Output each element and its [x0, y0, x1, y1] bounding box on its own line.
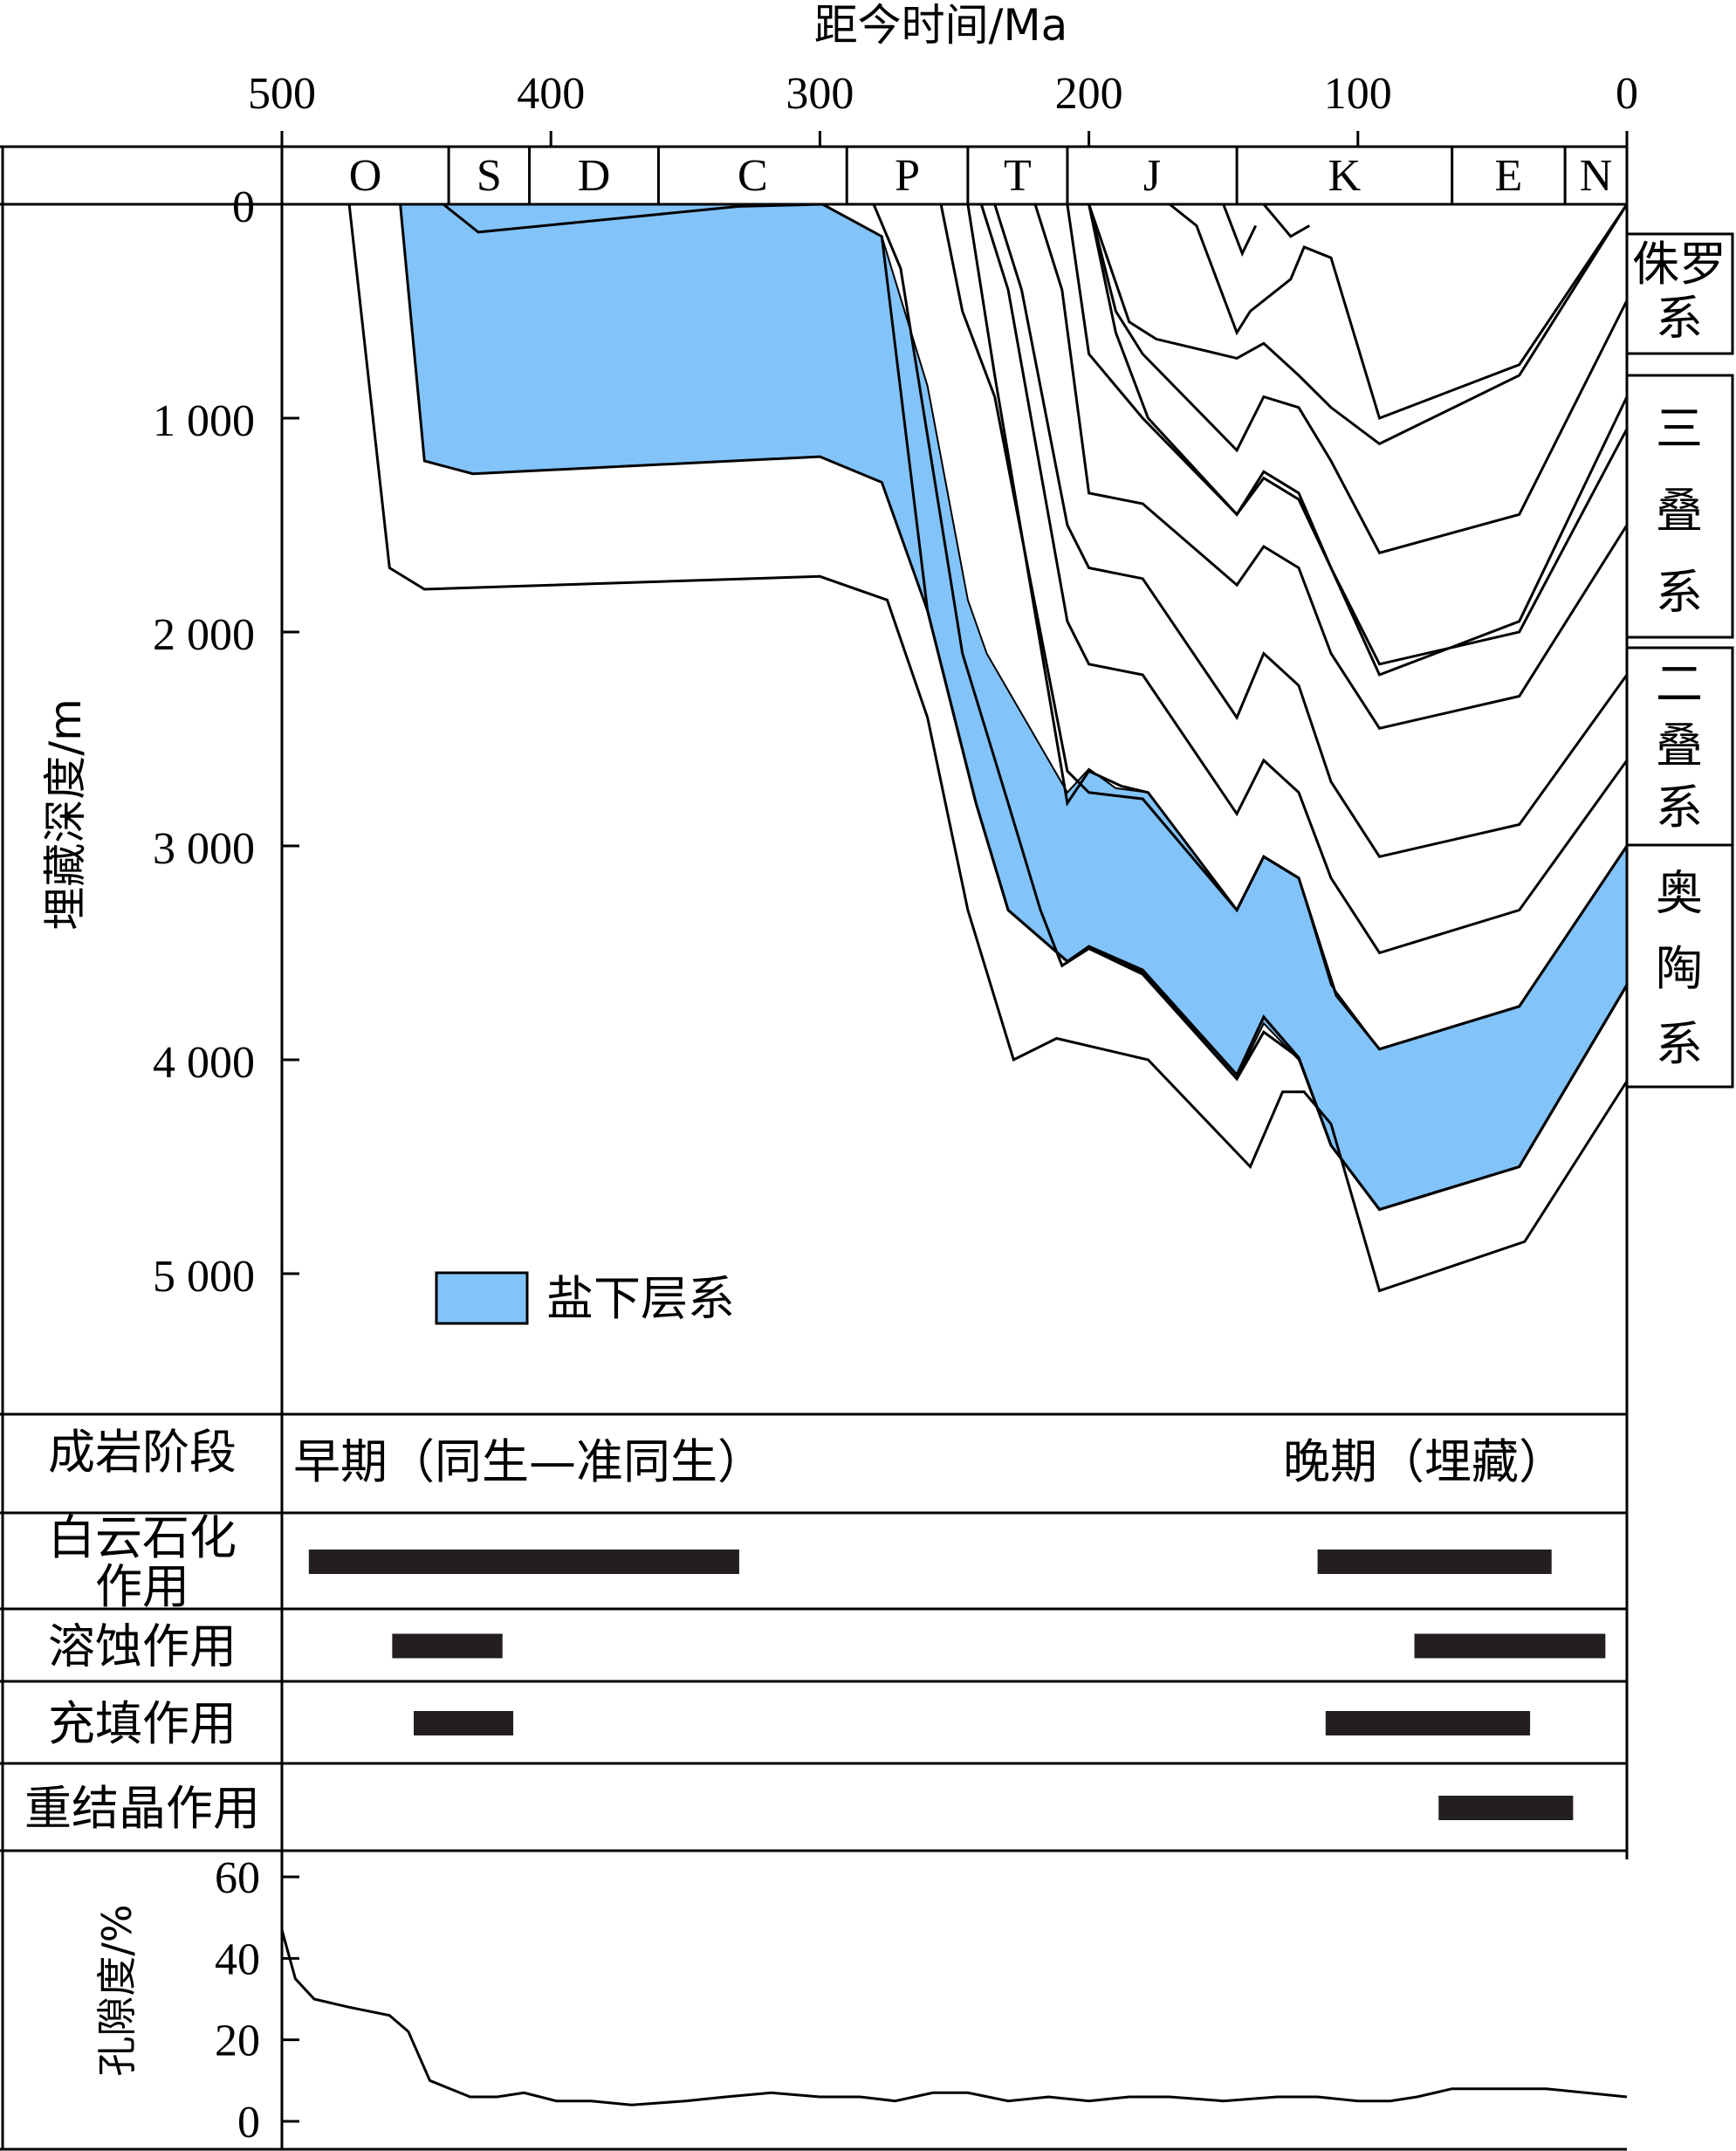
diagenesis-interval-bar	[1317, 1550, 1552, 1574]
burial-curve	[979, 203, 1629, 955]
diagenesis-process-label: 白云石化	[48, 1510, 237, 1565]
porosity-tick-label: 0	[237, 2098, 260, 2148]
depth-tick-label: 2 000	[153, 610, 255, 660]
burial-curve	[966, 203, 1629, 1051]
top-tick-label: 400	[517, 69, 585, 119]
burial-curve	[1033, 203, 1629, 730]
diagenesis-interval-bar	[1414, 1633, 1606, 1659]
depth-axis-title: 埋藏深度/m	[40, 698, 91, 931]
formation-box	[1625, 232, 1734, 355]
formation-label: 叠	[1656, 483, 1703, 538]
diagenesis-interval-bar	[414, 1711, 514, 1735]
diagenesis-header: 成岩阶段	[48, 1425, 237, 1480]
period-label: C	[738, 151, 768, 201]
burial-curve	[1088, 203, 1629, 677]
burial-curve	[347, 203, 1629, 1293]
formation-label: 侏罗	[1632, 237, 1726, 292]
formation-box	[1625, 646, 1734, 847]
formation-label: 陶	[1656, 941, 1703, 996]
top-tick-label: 200	[1055, 69, 1123, 119]
top-axis-ticks: 500 400 300 200 100 0	[248, 69, 1638, 147]
period-label: E	[1495, 151, 1523, 201]
diagenesis-interval-bar	[392, 1633, 503, 1659]
frame	[0, 134, 1629, 2151]
burial-curve	[1222, 203, 1258, 258]
period-label: K	[1328, 151, 1362, 201]
depth-tick-label: 1 000	[153, 396, 255, 446]
top-axis-title: 距今时间/Ma	[814, 0, 1068, 51]
formation-label: 叠	[1656, 718, 1703, 773]
burial-curve	[1088, 203, 1629, 555]
formation-box	[1625, 374, 1734, 639]
burial-curve	[872, 203, 1629, 1212]
porosity-tick-label: 40	[215, 1935, 260, 1984]
burial-curve	[1066, 203, 1629, 666]
burial-curve	[1169, 203, 1629, 420]
period-label: P	[895, 151, 920, 201]
porosity-axis-title: 孔隙度/%	[93, 1904, 141, 2076]
diagenesis-early-label: 早期（同生—准同生）	[293, 1434, 765, 1489]
top-tick-label: 300	[786, 69, 854, 119]
diagenesis-process-label: 作用	[95, 1559, 189, 1614]
diagenesis-interval-bar	[1438, 1796, 1574, 1820]
legend-label: 盐下层系	[546, 1271, 735, 1326]
depth-axis-ticks: 0 1 000 2 000 3 000 4 000 5 000	[153, 182, 299, 1302]
diagenesis-interval-bar	[1325, 1711, 1531, 1735]
formation-label: 系	[1656, 291, 1703, 346]
depth-tick-label: 5 000	[153, 1252, 255, 1302]
legend-swatch	[435, 1271, 529, 1325]
top-tick-label: 500	[248, 69, 316, 119]
diagenesis-late-label: 晚期（埋藏）	[1283, 1434, 1566, 1489]
formation-label: 二	[1656, 656, 1703, 711]
depth-tick-label: 3 000	[153, 824, 255, 874]
burial-curves	[347, 203, 1629, 1293]
period-label: O	[349, 151, 382, 201]
period-label: T	[1004, 151, 1032, 201]
formation-label: 系	[1656, 780, 1703, 835]
burial-plot	[347, 203, 1629, 1293]
burial-curve	[1262, 203, 1311, 238]
formation-label: 奥	[1656, 866, 1703, 921]
depth-tick-label: 0	[232, 182, 255, 232]
period-label: J	[1143, 151, 1161, 201]
top-tick-label: 0	[1616, 69, 1638, 119]
porosity-tick-label: 60	[215, 1853, 260, 1903]
formation-label: 三	[1656, 402, 1703, 457]
period-label: D	[578, 151, 611, 201]
burial-curve	[993, 203, 1629, 858]
formation-label: 系	[1656, 1017, 1703, 1072]
porosity-tick-label: 20	[215, 2017, 260, 2066]
diagenesis-process-label: 充填作用	[48, 1696, 237, 1751]
formation-label: 系	[1656, 565, 1703, 620]
diagenesis-process-label: 溶蚀作用	[48, 1619, 237, 1674]
porosity-panel: 0 20 40 60	[215, 1853, 1628, 2148]
top-tick-label: 100	[1324, 69, 1392, 119]
burial-curve	[1088, 203, 1629, 446]
formation-box	[1625, 843, 1734, 1089]
porosity-curve	[280, 1929, 1628, 2106]
period-label: S	[477, 151, 502, 201]
period-label: N	[1580, 151, 1613, 201]
diagenesis-process-label: 重结晶作用	[24, 1781, 260, 1836]
diagenesis-interval-bar	[308, 1550, 739, 1574]
depth-tick-label: 4 000	[153, 1038, 255, 1088]
